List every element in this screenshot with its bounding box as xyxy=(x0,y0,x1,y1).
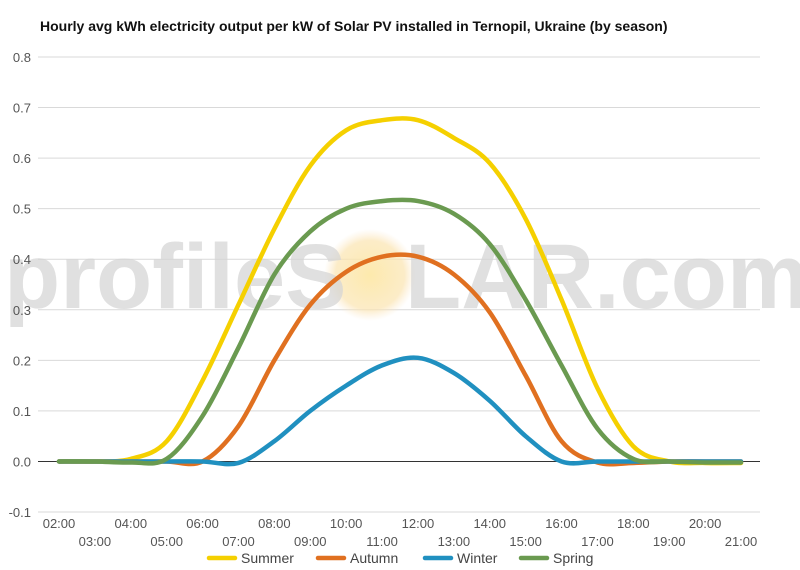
legend-item-summer: Summer xyxy=(206,550,294,566)
y-tick-label: 0.4 xyxy=(13,252,31,267)
x-tick-label: 06:00 xyxy=(186,516,219,531)
series-line-summer xyxy=(56,116,744,466)
legend-label-winter: Winter xyxy=(457,550,498,566)
x-tick-label: 04:00 xyxy=(115,516,148,531)
y-tick-label: 0.7 xyxy=(13,101,31,116)
watermark-text-left: profileS xyxy=(4,226,346,328)
x-tick-label: 15:00 xyxy=(509,534,542,549)
series-line-spring xyxy=(56,197,744,466)
x-tick-label: 19:00 xyxy=(653,534,686,549)
y-tick-label: 0.8 xyxy=(13,50,31,65)
x-tick-label: 14:00 xyxy=(473,516,506,531)
x-tick-label: 07:00 xyxy=(222,534,255,549)
chart-title: Hourly avg kWh electricity output per kW… xyxy=(40,18,668,34)
x-tick-label: 17:00 xyxy=(581,534,614,549)
series-line-winter xyxy=(56,355,744,467)
x-tick-label: 12:00 xyxy=(402,516,435,531)
y-tick-label: 0.6 xyxy=(13,151,31,166)
watermark: profileS LAR.com xyxy=(4,226,800,328)
y-tick-label: 0.5 xyxy=(13,202,31,217)
x-tick-label: 02:00 xyxy=(43,516,76,531)
y-tick-label: 0.1 xyxy=(13,404,31,419)
y-tick-label: 0.0 xyxy=(13,454,31,469)
x-tick-label: 16:00 xyxy=(545,516,578,531)
legend-label-spring: Spring xyxy=(553,550,593,566)
y-tick-label: -0.1 xyxy=(9,505,31,520)
series-layer xyxy=(56,116,744,467)
x-tick-label: 08:00 xyxy=(258,516,291,531)
x-tick-label: 09:00 xyxy=(294,534,327,549)
legend-label-summer: Summer xyxy=(241,550,294,566)
x-tick-label: 13:00 xyxy=(438,534,471,549)
legend-item-spring: Spring xyxy=(518,550,593,566)
y-tick-label: 0.3 xyxy=(13,303,31,318)
legend-item-winter: Winter xyxy=(422,550,498,566)
x-tick-label: 03:00 xyxy=(79,534,112,549)
x-tick-label: 21:00 xyxy=(725,534,758,549)
y-tick-label: 0.2 xyxy=(13,353,31,368)
x-tick-label: 05:00 xyxy=(150,534,183,549)
watermark-sun-icon xyxy=(324,229,416,321)
watermark-text-right: LAR.com xyxy=(405,226,800,328)
x-tick-label: 11:00 xyxy=(366,534,398,549)
x-tick-label: 10:00 xyxy=(330,516,363,531)
axis-layer: -0.1 0.0 0.1 0.2 0.3 0.4 0.5 0.6 0.7 0.8 02:0003:0… xyxy=(9,50,760,549)
x-tick-label: 20:00 xyxy=(689,516,722,531)
legend: Summer Autumn Winter Spring xyxy=(206,550,593,566)
legend-item-autumn: Autumn xyxy=(315,550,398,566)
legend-label-autumn: Autumn xyxy=(350,550,398,566)
x-tick-label: 18:00 xyxy=(617,516,650,531)
